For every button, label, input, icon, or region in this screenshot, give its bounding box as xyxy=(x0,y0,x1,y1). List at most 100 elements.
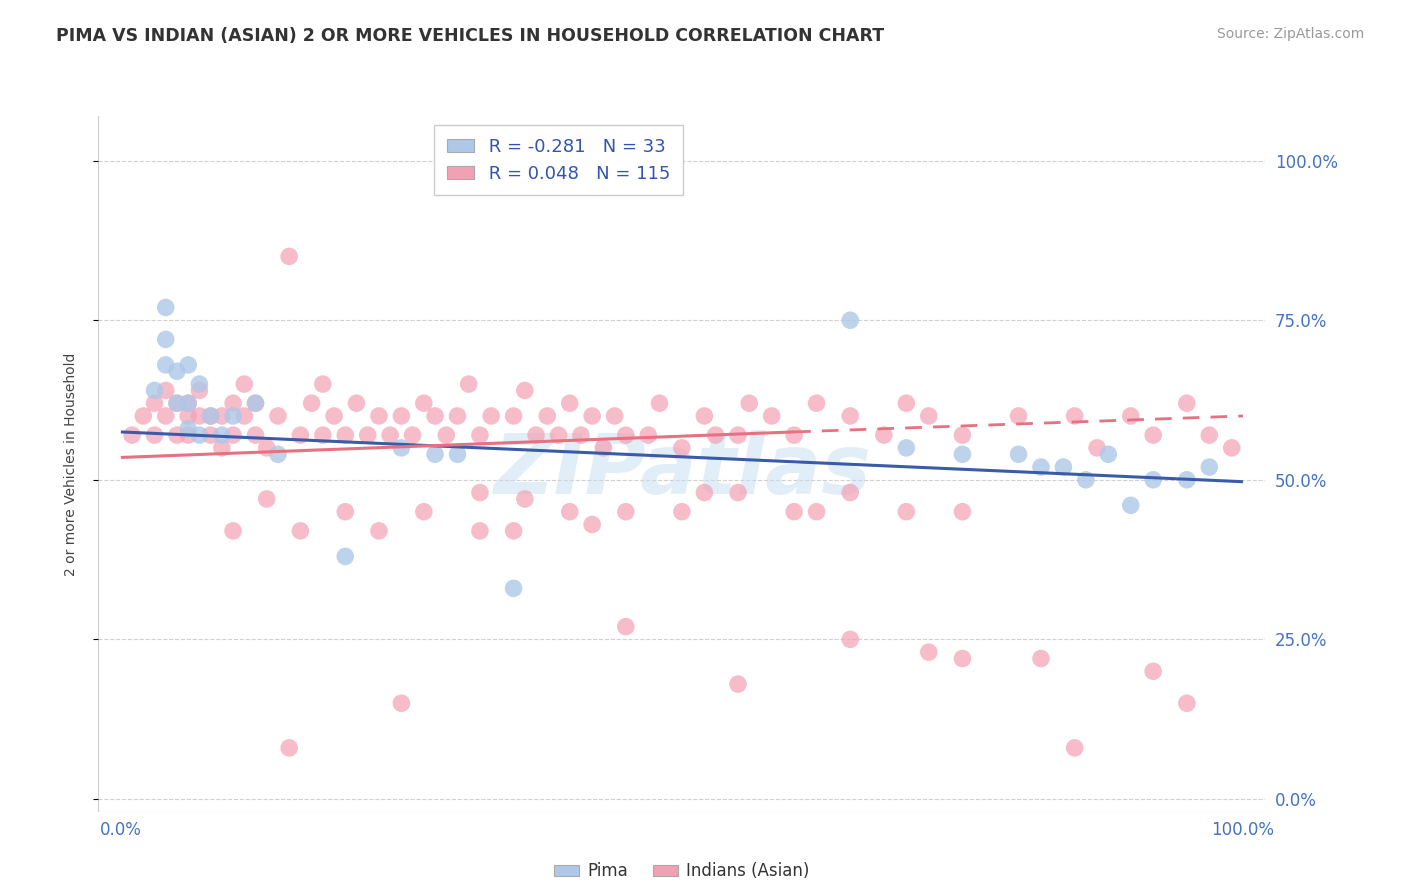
Point xyxy=(918,409,941,423)
Point xyxy=(132,409,155,423)
Point xyxy=(896,505,918,519)
Point xyxy=(412,396,434,410)
Point xyxy=(896,396,918,410)
Point xyxy=(166,396,188,410)
Point xyxy=(603,409,626,423)
Point xyxy=(952,428,974,442)
Point xyxy=(423,409,446,423)
Legend: Pima, Indians (Asian): Pima, Indians (Asian) xyxy=(547,855,817,887)
Point xyxy=(1175,696,1198,710)
Point xyxy=(1175,473,1198,487)
Point xyxy=(1074,473,1097,487)
Point xyxy=(222,396,245,410)
Point xyxy=(200,409,222,423)
Point xyxy=(727,428,749,442)
Point xyxy=(177,396,200,410)
Point xyxy=(671,505,693,519)
Point xyxy=(357,428,380,442)
Point xyxy=(166,428,188,442)
Point xyxy=(267,447,290,461)
Point xyxy=(290,428,312,442)
Point xyxy=(245,396,267,410)
Point xyxy=(952,651,974,665)
Point xyxy=(1142,665,1164,679)
Point xyxy=(614,428,637,442)
Point xyxy=(301,396,323,410)
Point xyxy=(335,428,357,442)
Point xyxy=(1119,409,1142,423)
Point xyxy=(256,441,278,455)
Text: Source: ZipAtlas.com: Source: ZipAtlas.com xyxy=(1216,27,1364,41)
Point xyxy=(177,428,200,442)
Point xyxy=(1142,428,1164,442)
Point xyxy=(727,485,749,500)
Point xyxy=(806,505,828,519)
Point xyxy=(952,447,974,461)
Point xyxy=(468,524,491,538)
Point xyxy=(245,396,267,410)
Point xyxy=(468,428,491,442)
Point xyxy=(536,409,558,423)
Point xyxy=(211,428,233,442)
Point xyxy=(761,409,783,423)
Point xyxy=(1142,473,1164,487)
Point xyxy=(648,396,671,410)
Point xyxy=(581,409,603,423)
Point xyxy=(278,740,301,755)
Point xyxy=(513,384,536,398)
Point xyxy=(614,505,637,519)
Point xyxy=(155,409,177,423)
Point xyxy=(368,409,391,423)
Point xyxy=(368,524,391,538)
Point xyxy=(1220,441,1243,455)
Point xyxy=(245,428,267,442)
Point xyxy=(412,505,434,519)
Point xyxy=(446,409,468,423)
Point xyxy=(1029,460,1052,475)
Point xyxy=(401,428,423,442)
Point xyxy=(233,409,256,423)
Point xyxy=(671,441,693,455)
Text: ZIPatlas: ZIPatlas xyxy=(494,430,870,511)
Point xyxy=(1063,740,1085,755)
Point xyxy=(188,384,211,398)
Point xyxy=(738,396,761,410)
Point xyxy=(1007,409,1029,423)
Point xyxy=(783,505,806,519)
Point xyxy=(524,428,547,442)
Point xyxy=(155,332,177,346)
Point xyxy=(693,409,716,423)
Point xyxy=(839,313,862,327)
Point xyxy=(335,505,357,519)
Point xyxy=(704,428,727,442)
Point xyxy=(143,384,166,398)
Point xyxy=(558,505,581,519)
Point xyxy=(177,422,200,436)
Point xyxy=(200,409,222,423)
Point xyxy=(693,485,716,500)
Point xyxy=(592,441,614,455)
Y-axis label: 2 or more Vehicles in Household: 2 or more Vehicles in Household xyxy=(63,352,77,575)
Point xyxy=(513,491,536,506)
Point xyxy=(222,524,245,538)
Point xyxy=(1097,447,1119,461)
Point xyxy=(806,396,828,410)
Point xyxy=(200,428,222,442)
Point xyxy=(1198,428,1220,442)
Point xyxy=(457,377,479,392)
Point xyxy=(783,428,806,442)
Point xyxy=(211,441,233,455)
Point xyxy=(389,409,412,423)
Point xyxy=(1052,460,1074,475)
Point xyxy=(952,505,974,519)
Point xyxy=(1063,409,1085,423)
Point xyxy=(614,619,637,633)
Point xyxy=(222,409,245,423)
Point xyxy=(143,396,166,410)
Point xyxy=(637,428,659,442)
Point xyxy=(177,358,200,372)
Point xyxy=(155,358,177,372)
Point xyxy=(468,485,491,500)
Text: PIMA VS INDIAN (ASIAN) 2 OR MORE VEHICLES IN HOUSEHOLD CORRELATION CHART: PIMA VS INDIAN (ASIAN) 2 OR MORE VEHICLE… xyxy=(56,27,884,45)
Point xyxy=(502,409,524,423)
